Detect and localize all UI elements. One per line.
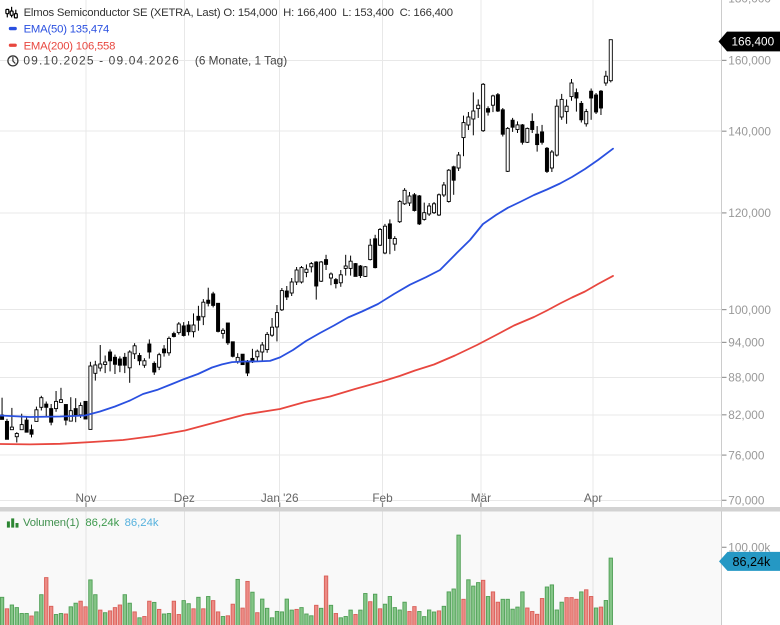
- svg-text:70,000: 70,000: [728, 494, 765, 508]
- svg-text:(6 Monate, 1 Tag): (6 Monate, 1 Tag): [195, 54, 287, 68]
- svg-text:Mär: Mär: [471, 491, 491, 505]
- svg-text:Nov: Nov: [76, 491, 97, 505]
- svg-text:EMA(200) 106,558: EMA(200) 106,558: [24, 40, 116, 52]
- svg-text:100,000: 100,000: [728, 303, 771, 317]
- svg-text:180,000: 180,000: [728, 0, 771, 5]
- svg-text:100,00k: 100,00k: [728, 541, 770, 555]
- svg-text:166,400: 166,400: [732, 35, 775, 49]
- svg-text:Apr: Apr: [584, 491, 602, 505]
- svg-text:76,000: 76,000: [728, 448, 765, 462]
- svg-text:140,000: 140,000: [728, 124, 771, 138]
- svg-text:86,24k: 86,24k: [733, 555, 772, 569]
- svg-text:82,000: 82,000: [728, 408, 765, 422]
- svg-text:Jan '26: Jan '26: [261, 491, 299, 505]
- svg-text:94,000: 94,000: [728, 336, 765, 350]
- svg-text:EMA(50) 135,474: EMA(50) 135,474: [24, 23, 110, 35]
- svg-text:160,000: 160,000: [728, 54, 771, 68]
- svg-text:09.10.2025 - 09.04.2026: 09.10.2025 - 09.04.2026: [23, 54, 180, 68]
- svg-text:Dez: Dez: [174, 491, 195, 505]
- svg-text:120,000: 120,000: [728, 206, 771, 220]
- svg-text:Volumen(1): Volumen(1): [23, 517, 80, 529]
- svg-text:88,000: 88,000: [728, 371, 765, 385]
- svg-text:86,24k: 86,24k: [125, 517, 159, 529]
- svg-text:Elmos Semiconductor SE (XETRA,: Elmos Semiconductor SE (XETRA, Last) O: …: [24, 7, 453, 19]
- svg-text:Feb: Feb: [372, 491, 393, 505]
- svg-text:86,24k: 86,24k: [85, 517, 119, 529]
